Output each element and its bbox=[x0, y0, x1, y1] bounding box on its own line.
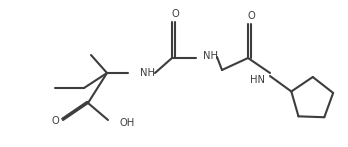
Text: O: O bbox=[51, 116, 59, 126]
Text: NH: NH bbox=[203, 51, 218, 61]
Text: NH: NH bbox=[140, 68, 155, 78]
Text: O: O bbox=[247, 11, 255, 21]
Text: OH: OH bbox=[119, 118, 134, 128]
Text: HN: HN bbox=[250, 75, 265, 85]
Text: O: O bbox=[171, 9, 179, 19]
